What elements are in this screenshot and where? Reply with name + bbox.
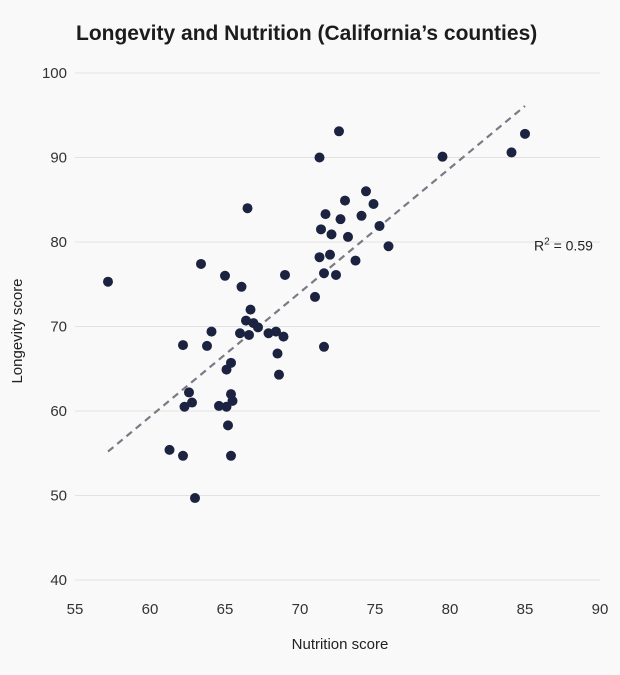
data-point [253, 322, 263, 333]
data-point [226, 450, 236, 461]
data-point [271, 326, 281, 337]
trendline [107, 105, 526, 453]
data-point [278, 331, 289, 342]
data-point [316, 224, 326, 235]
data-point [103, 276, 113, 287]
data-point [179, 401, 190, 412]
data-point [314, 152, 325, 163]
data-point [190, 493, 200, 504]
data-point [374, 220, 385, 231]
data-point [361, 186, 371, 197]
data-point [520, 128, 530, 139]
x-tick-label: 65 [217, 601, 234, 618]
data-point [178, 450, 188, 461]
data-point [326, 229, 337, 240]
data-point [220, 270, 230, 281]
data-point [196, 258, 206, 269]
x-tick-label: 80 [442, 601, 459, 618]
data-point [331, 269, 341, 280]
r-squared-value: = 0.59 [550, 237, 593, 253]
r-squared-superscript: 2 [544, 236, 550, 247]
x-tick-label: 85 [517, 601, 534, 618]
chart-title: Longevity and Nutrition (California’s co… [76, 22, 537, 45]
data-point [223, 420, 233, 431]
data-point [356, 210, 367, 221]
data-point [227, 395, 238, 406]
data-point [244, 329, 254, 340]
data-point [334, 126, 344, 137]
data-point [506, 147, 517, 158]
y-tick-label: 80 [50, 234, 67, 251]
data-point [383, 241, 394, 252]
data-point [206, 326, 217, 337]
trendline-group [107, 105, 526, 453]
data-point [350, 255, 361, 266]
data-point [325, 249, 335, 260]
data-point [236, 281, 247, 292]
data-point [280, 269, 290, 280]
data-point [320, 209, 331, 220]
y-tick-label: 40 [50, 572, 67, 589]
points-group [103, 126, 530, 504]
y-axis-label: Longevity score [9, 278, 26, 383]
x-axis-label: Nutrition score [292, 636, 389, 653]
grid [75, 72, 600, 581]
data-point [310, 291, 320, 302]
data-point [187, 397, 197, 408]
data-point [437, 151, 448, 162]
data-point [263, 328, 274, 339]
data-point [214, 400, 224, 411]
y-tick-label: 50 [50, 488, 67, 505]
data-point [272, 348, 283, 359]
data-point [164, 444, 175, 455]
x-tick-label: 90 [592, 601, 609, 618]
data-point [241, 315, 251, 326]
r-squared-annotation: R2 = 0.59 [534, 236, 593, 253]
r-squared-base: R [534, 237, 544, 253]
data-point [178, 340, 188, 351]
x-tick-label: 70 [292, 601, 309, 618]
data-point [319, 341, 329, 352]
data-point [242, 203, 253, 214]
data-point [343, 231, 353, 242]
data-point [314, 252, 325, 263]
data-point [319, 268, 329, 279]
x-tick-label: 75 [367, 601, 384, 618]
ticks-group: 40 50 60 70 80 90 100 55 60 65 70 75 80 85 90 [42, 65, 608, 618]
data-point [202, 340, 212, 351]
data-point [245, 304, 256, 315]
x-tick-label: 55 [67, 601, 84, 618]
y-tick-label: 100 [42, 65, 67, 82]
data-point [226, 357, 236, 368]
y-tick-label: 90 [50, 150, 67, 167]
data-point [340, 195, 350, 206]
y-tick-label: 70 [50, 319, 67, 336]
data-point [184, 387, 194, 398]
x-tick-label: 60 [142, 601, 159, 618]
y-tick-label: 60 [50, 403, 67, 420]
data-point [368, 198, 379, 209]
data-point [235, 328, 245, 339]
data-point [335, 214, 346, 225]
data-point [274, 369, 284, 380]
